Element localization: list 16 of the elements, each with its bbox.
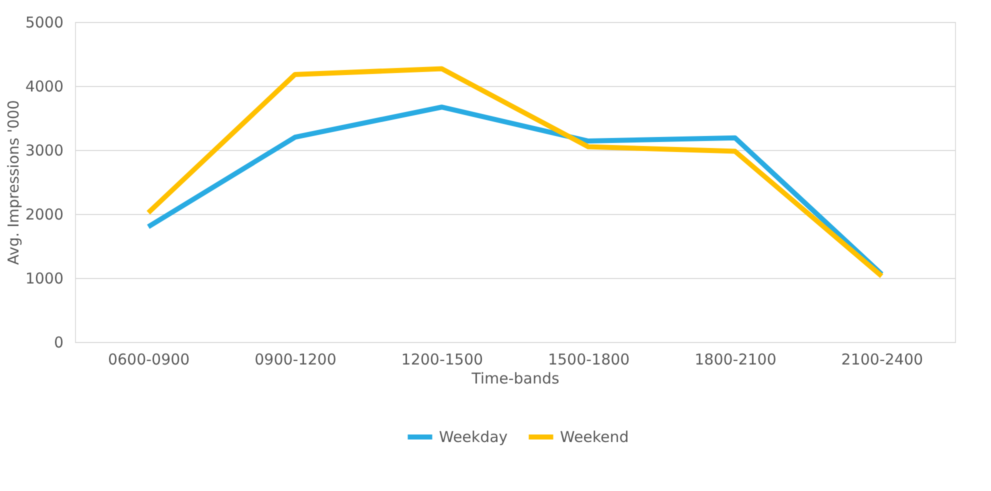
x-tick-label: 1200-1500 xyxy=(401,350,484,368)
y-tick-label: 0 xyxy=(54,334,64,352)
x-tick-label: 1500-1800 xyxy=(548,350,630,368)
x-tick-label: 0900-1200 xyxy=(254,350,336,368)
x-tick-label: 0600-0900 xyxy=(108,350,190,368)
legend-label: Weekend xyxy=(560,428,629,446)
y-tick-label: 4000 xyxy=(25,78,64,96)
legend-label: Weekday xyxy=(439,428,508,446)
y-tick-label: 3000 xyxy=(25,142,64,160)
x-tick-label: 1800-2100 xyxy=(694,350,776,368)
x-axis-title: Time-bands xyxy=(470,370,560,388)
x-tick-label: 2100-2400 xyxy=(841,350,924,368)
y-tick-label: 5000 xyxy=(25,14,64,32)
y-tick-label: 1000 xyxy=(25,270,64,288)
y-axis-title: Avg. Impressions '000 xyxy=(4,100,22,265)
y-tick-label: 2000 xyxy=(25,206,64,224)
